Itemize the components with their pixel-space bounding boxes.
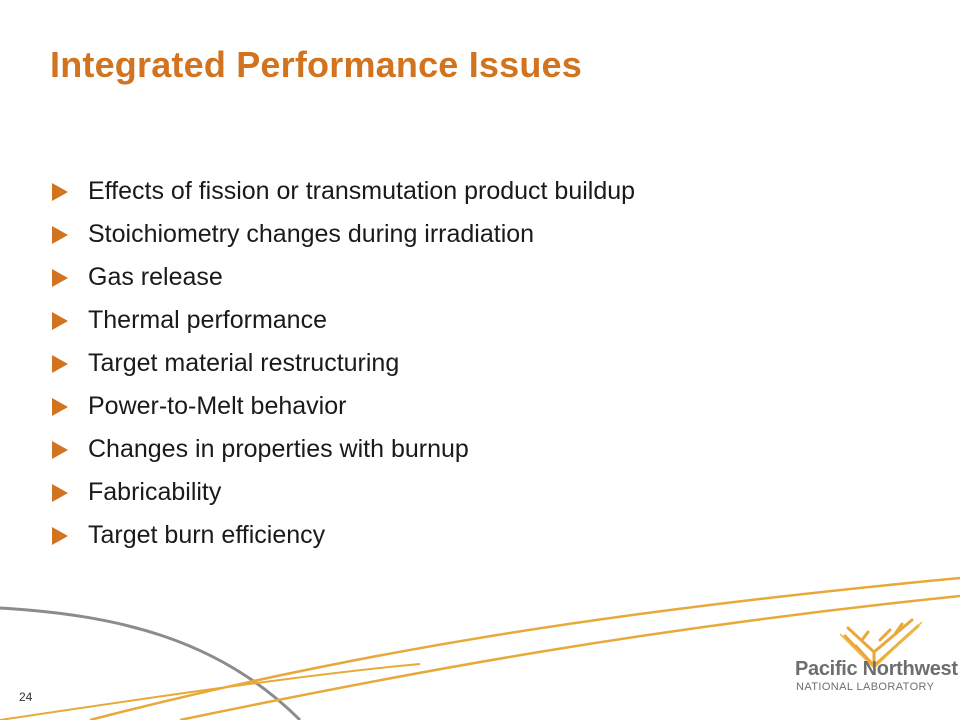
- bullet-item: Effects of fission or transmutation prod…: [52, 170, 635, 213]
- bullet-item: Target burn efficiency: [52, 514, 635, 557]
- swoosh-gold-line-3: [0, 663, 421, 720]
- bullet-item: Power-to-Melt behavior: [52, 385, 635, 428]
- bullet-text: Effects of fission or transmutation prod…: [88, 177, 636, 205]
- arrow-bullet-icon: [52, 268, 68, 287]
- arrow-bullet-icon: [52, 182, 68, 201]
- swoosh-gold-line-1: [89, 576, 960, 720]
- bullet-text: Target material restructuring: [88, 349, 400, 377]
- slide-title: Integrated Performance Issues: [50, 44, 583, 85]
- bullet-item: Fabricability: [52, 471, 635, 514]
- bullet-list: Effects of fission or transmutation prod…: [52, 170, 635, 557]
- bullet-item: Changes in properties with burnup: [52, 428, 635, 471]
- bullet-text: Thermal performance: [88, 306, 327, 334]
- bullet-text: Fabricability: [88, 478, 222, 506]
- bullet-text: Power-to-Melt behavior: [88, 392, 347, 420]
- arrow-bullet-icon: [52, 526, 68, 545]
- arrow-bullet-icon: [52, 483, 68, 502]
- bullet-item: Target material restructuring: [52, 342, 635, 385]
- page-number: 24: [19, 690, 33, 704]
- bullet-item: Gas release: [52, 256, 635, 299]
- bullet-item: Thermal performance: [52, 299, 635, 342]
- bullet-item: Stoichiometry changes during irradiation: [52, 213, 635, 256]
- bullet-text: Stoichiometry changes during irradiation: [88, 220, 535, 248]
- arrow-bullet-icon: [52, 397, 68, 416]
- swoosh-gray-line: [0, 606, 302, 720]
- bullet-text: Gas release: [88, 263, 223, 291]
- swoosh-gold-line-2: [179, 594, 960, 720]
- arrow-bullet-icon: [52, 225, 68, 244]
- arrow-bullet-icon: [52, 354, 68, 373]
- arrow-bullet-icon: [52, 440, 68, 459]
- bullet-text: Changes in properties with burnup: [88, 435, 469, 463]
- bullet-text: Target burn efficiency: [88, 521, 326, 549]
- arrow-bullet-icon: [52, 311, 68, 330]
